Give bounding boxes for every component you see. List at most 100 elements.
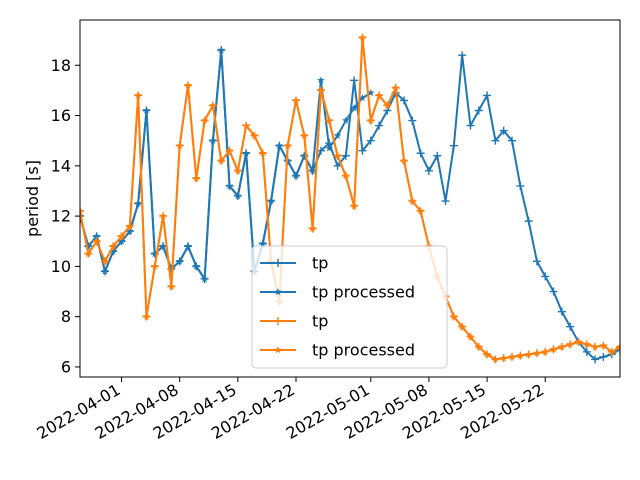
- data-point: [209, 136, 217, 144]
- data-point: [350, 76, 359, 85]
- data-point: [474, 106, 483, 115]
- data-point: [582, 340, 591, 348]
- data-point: [217, 156, 226, 165]
- data-point: [150, 262, 159, 270]
- data-point: [358, 93, 367, 102]
- data-point: [391, 83, 400, 92]
- data-point: [549, 345, 558, 353]
- data-point: [483, 91, 492, 100]
- data-point: [350, 103, 358, 112]
- data-point: [491, 355, 500, 363]
- data-point: [416, 207, 425, 215]
- y-axis-label: period [s]: [23, 160, 42, 237]
- data-point: [300, 131, 309, 139]
- data-point: [366, 116, 375, 124]
- legend-box: [251, 245, 448, 369]
- data-point: [366, 88, 375, 97]
- series-3: [80, 33, 620, 363]
- data-point: [591, 342, 599, 351]
- data-point: [217, 46, 226, 54]
- data-point: [159, 242, 167, 250]
- data-point: [142, 106, 151, 114]
- data-point: [566, 322, 575, 331]
- data-point: [292, 96, 300, 104]
- data-point: [416, 149, 425, 158]
- y-tick-label: 6: [61, 357, 71, 376]
- data-point: [466, 332, 475, 341]
- data-point: [80, 212, 84, 221]
- data-point: [142, 312, 151, 320]
- data-point: [358, 146, 367, 155]
- data-point: [433, 151, 442, 160]
- data-point: [499, 126, 508, 135]
- data-point: [80, 207, 84, 215]
- data-point: [117, 232, 126, 240]
- data-point: [508, 352, 516, 361]
- data-point: [184, 242, 192, 250]
- data-point: [258, 239, 267, 247]
- data-point: [242, 121, 250, 129]
- y-tick-label: 10: [51, 257, 71, 276]
- data-point: [524, 350, 533, 358]
- data-point: [200, 116, 209, 124]
- data-point: [341, 151, 350, 160]
- data-point: [342, 116, 350, 124]
- data-point: [117, 237, 126, 245]
- data-point: [383, 101, 392, 109]
- data-point: [267, 197, 275, 205]
- data-point: [242, 149, 250, 157]
- data-point: [184, 81, 192, 89]
- data-point: [474, 342, 483, 351]
- data-point: [300, 151, 309, 159]
- data-point: [350, 202, 358, 210]
- data-point: [549, 287, 558, 296]
- data-point: [92, 237, 101, 245]
- data-point: [167, 264, 176, 273]
- data-point: [449, 141, 458, 150]
- data-point: [80, 207, 84, 216]
- data-point: [101, 257, 109, 265]
- data-point: [408, 116, 417, 125]
- legend-swatch-marker: [274, 259, 282, 267]
- data-point: [516, 181, 525, 190]
- data-point: [491, 136, 500, 145]
- legend: tp tp processed tp tp processed: [251, 245, 448, 369]
- data-point: [234, 191, 242, 200]
- series-layer: [80, 33, 620, 364]
- data-point: [234, 166, 242, 175]
- data-point: [101, 267, 109, 275]
- data-point: [516, 351, 525, 359]
- data-point: [308, 166, 317, 175]
- data-point: [126, 227, 134, 235]
- data-point: [599, 341, 608, 349]
- legend-entry: tp processed: [312, 341, 415, 360]
- data-point: [167, 282, 176, 290]
- legend-entry: tp: [312, 254, 328, 273]
- data-point: [508, 136, 516, 145]
- y-tick-label: 18: [51, 56, 71, 75]
- data-point: [325, 144, 334, 152]
- data-point: [317, 76, 325, 84]
- data-point: [599, 352, 608, 361]
- data-point: [557, 307, 566, 316]
- data-point: [499, 354, 508, 362]
- data-point: [308, 224, 317, 232]
- data-point: [607, 347, 616, 356]
- data-point: [541, 272, 550, 281]
- data-point: [358, 33, 367, 41]
- data-point: [325, 116, 334, 124]
- data-point: [209, 101, 217, 109]
- legend-entry: tp processed: [312, 283, 415, 302]
- data-point: [317, 86, 325, 94]
- data-point: [458, 322, 466, 330]
- data-point: [541, 347, 550, 356]
- data-point: [275, 141, 284, 149]
- data-point: [333, 151, 342, 159]
- data-point: [250, 131, 259, 139]
- data-point: [566, 340, 574, 348]
- data-point: [192, 174, 201, 182]
- data-point: [92, 232, 101, 240]
- data-point: [225, 181, 234, 190]
- data-point: [258, 149, 267, 157]
